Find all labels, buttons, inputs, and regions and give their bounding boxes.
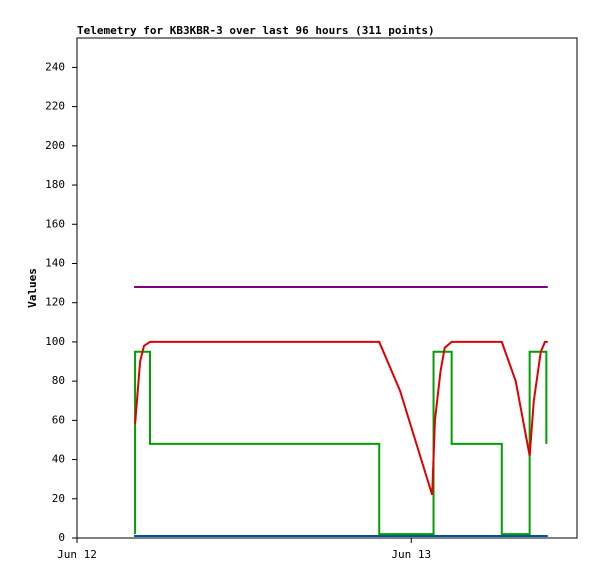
y-tick-label: 80 (52, 374, 65, 387)
y-tick-label: 220 (45, 100, 65, 113)
x-tick-label: Jun 12 (57, 548, 97, 561)
y-tick-label: 120 (45, 296, 65, 309)
y-tick-label: 180 (45, 178, 65, 191)
y-tick-label: 0 (58, 531, 65, 544)
chart-title: Telemetry for KB3KBR-3 over last 96 hour… (77, 24, 435, 37)
y-tick-label: 100 (45, 335, 65, 348)
y-tick-label: 240 (45, 60, 65, 73)
x-tick-label: Jun 13 (391, 548, 431, 561)
y-tick-label: 200 (45, 139, 65, 152)
series-line (134, 340, 548, 496)
y-tick-label: 40 (52, 453, 65, 466)
plot-frame (76, 37, 578, 539)
y-tick-label: 60 (52, 413, 65, 426)
y-tick-label: 20 (52, 492, 65, 505)
y-tick-label: 160 (45, 217, 65, 230)
y-tick-label: 140 (45, 256, 65, 269)
y-axis-label: Values (26, 268, 39, 308)
